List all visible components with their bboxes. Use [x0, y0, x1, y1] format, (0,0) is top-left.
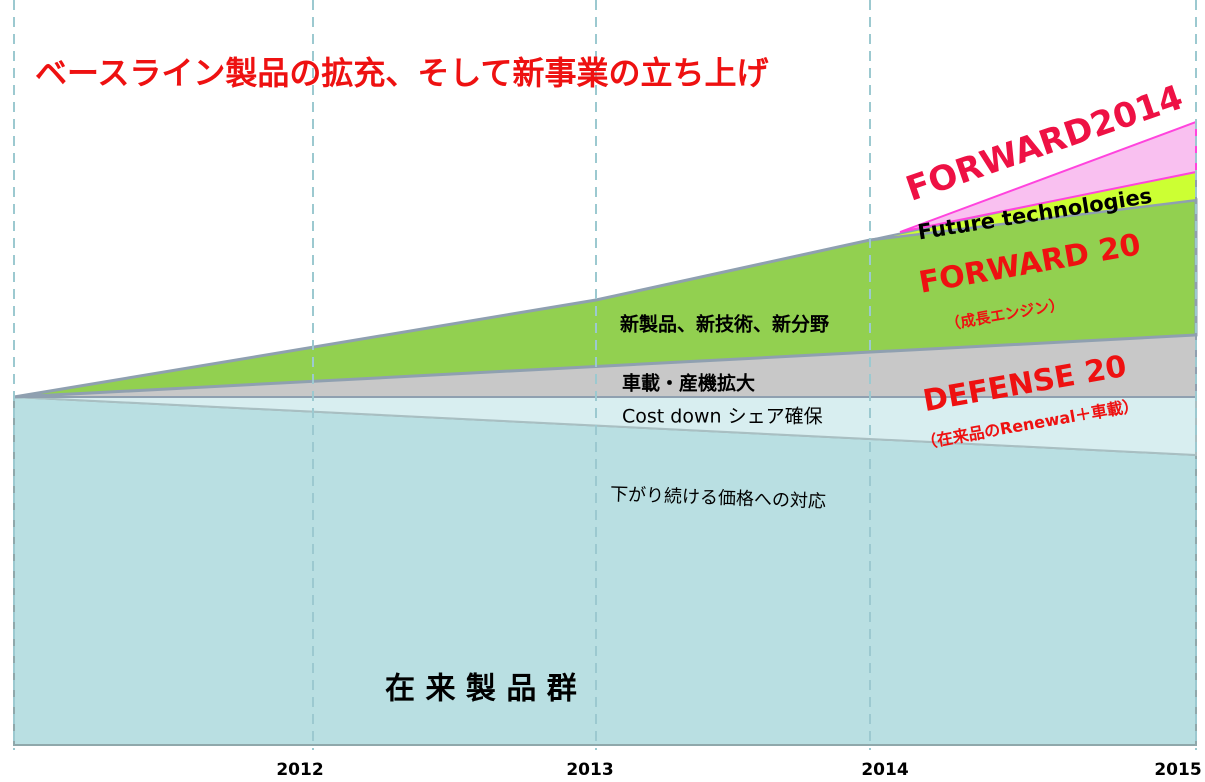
year-label: 2013: [566, 760, 613, 780]
legacy-area: [13, 395, 1197, 746]
year-label: 2012: [276, 760, 323, 780]
forward2014-area: [899, 120, 1197, 233]
title: ベースライン製品の拡充、そして新事業の立ち上げ: [35, 54, 768, 92]
new-products-label: 新製品、新技術、新分野: [620, 313, 829, 336]
year-label: 2014: [861, 760, 908, 780]
expansion-label: 車載・産機拡大: [622, 372, 755, 395]
legacy-label: 在 来 製 品 群: [385, 672, 577, 707]
year-label: 2015: [1154, 760, 1201, 780]
cost-down-label: Cost down シェア確保: [622, 406, 823, 428]
